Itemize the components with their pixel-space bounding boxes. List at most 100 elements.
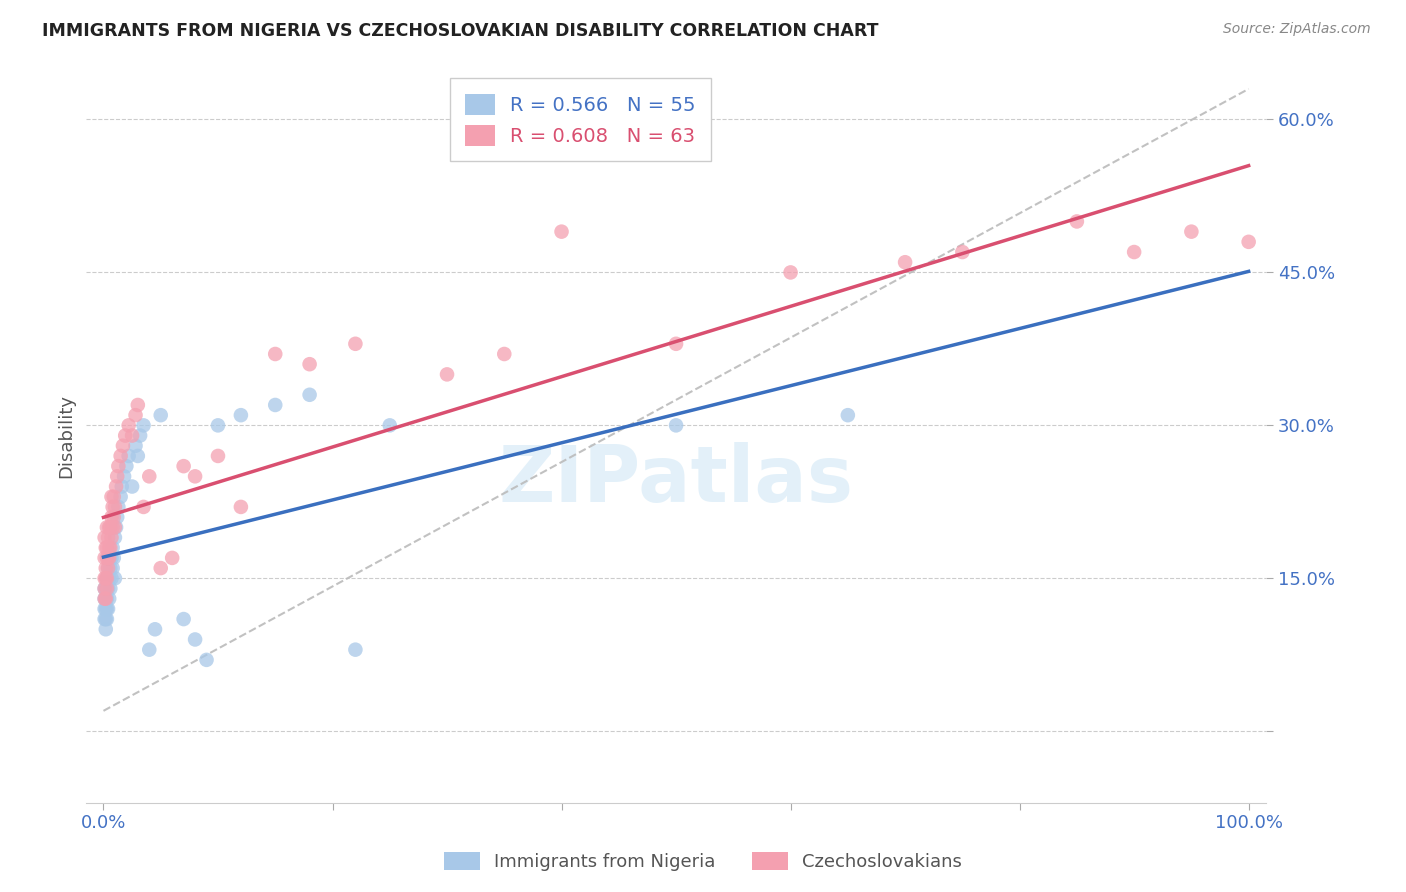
Point (111, 479, 134, 493)
Point (93, 591, 115, 606)
Point (98, 591, 121, 606)
Point (195, 653, 218, 667)
Point (129, 428, 152, 442)
Point (96, 591, 118, 606)
Point (97, 582, 120, 596)
Point (104, 571, 127, 585)
Point (665, 336, 688, 351)
Point (96, 582, 118, 596)
Point (118, 418, 141, 433)
Point (1237, 235, 1260, 249)
Point (98, 541, 121, 555)
Point (298, 357, 321, 371)
Point (105, 469, 128, 483)
Point (344, 642, 367, 657)
Point (837, 408, 859, 422)
Point (94, 602, 117, 616)
Point (149, 561, 172, 575)
Point (101, 561, 124, 575)
Point (98, 520, 121, 534)
Point (96, 541, 118, 555)
Point (96, 602, 118, 616)
Point (103, 510, 125, 524)
Point (104, 500, 127, 514)
Point (298, 388, 321, 402)
Point (94, 541, 117, 555)
Point (115, 459, 138, 474)
Point (143, 622, 166, 636)
Legend: R = 0.566   N = 55, R = 0.608   N = 63: R = 0.566 N = 55, R = 0.608 N = 63 (450, 78, 711, 161)
Point (950, 245, 973, 260)
Point (94, 571, 117, 585)
Point (96, 612, 118, 626)
Point (184, 632, 207, 647)
Point (94, 591, 117, 606)
Point (550, 225, 572, 239)
Point (229, 500, 252, 514)
Point (101, 541, 124, 555)
Point (344, 336, 367, 351)
Point (114, 428, 136, 442)
Point (100, 550, 122, 565)
Point (100, 531, 122, 545)
Point (132, 418, 155, 433)
Point (436, 368, 458, 382)
Point (98, 571, 121, 585)
Point (93, 612, 115, 626)
Point (264, 347, 287, 361)
Point (93, 582, 115, 596)
Point (105, 479, 128, 493)
Point (110, 449, 132, 463)
Point (104, 531, 127, 545)
Point (127, 398, 149, 412)
Point (107, 500, 129, 514)
Point (160, 550, 183, 565)
Point (97, 550, 120, 565)
Point (105, 510, 128, 524)
Point (207, 418, 229, 433)
Point (378, 418, 401, 433)
Point (103, 550, 125, 565)
Y-axis label: Disability: Disability (58, 393, 75, 477)
Point (124, 439, 146, 453)
Point (96, 520, 118, 534)
Point (173, 612, 195, 626)
Point (93, 582, 115, 596)
Point (100, 490, 122, 504)
Point (94, 591, 117, 606)
Point (97, 531, 120, 545)
Point (1180, 225, 1202, 239)
Text: ZIPatlas: ZIPatlas (499, 442, 853, 517)
Text: IMMIGRANTS FROM NIGERIA VS CZECHOSLOVAKIAN DISABILITY CORRELATION CHART: IMMIGRANTS FROM NIGERIA VS CZECHOSLOVAKI… (42, 22, 879, 40)
Legend: Immigrants from Nigeria, Czechoslovakians: Immigrants from Nigeria, Czechoslovakian… (436, 845, 970, 879)
Point (121, 428, 143, 442)
Point (97, 561, 120, 575)
Point (118, 449, 141, 463)
Point (101, 500, 124, 514)
Point (94, 612, 117, 626)
Point (665, 418, 688, 433)
Point (98, 550, 121, 565)
Point (132, 500, 155, 514)
Point (96, 550, 118, 565)
Point (112, 469, 135, 483)
Point (779, 265, 801, 279)
Point (93, 531, 115, 545)
Point (96, 571, 118, 585)
Point (98, 550, 121, 565)
Point (100, 571, 122, 585)
Point (229, 408, 252, 422)
Point (105, 520, 128, 534)
Point (98, 520, 121, 534)
Point (207, 449, 229, 463)
Point (104, 520, 127, 534)
Point (97, 561, 120, 575)
Point (93, 591, 115, 606)
Point (94, 582, 117, 596)
Point (101, 520, 124, 534)
Point (127, 449, 149, 463)
Point (93, 550, 115, 565)
Point (98, 561, 121, 575)
Point (100, 510, 122, 524)
Point (96, 571, 118, 585)
